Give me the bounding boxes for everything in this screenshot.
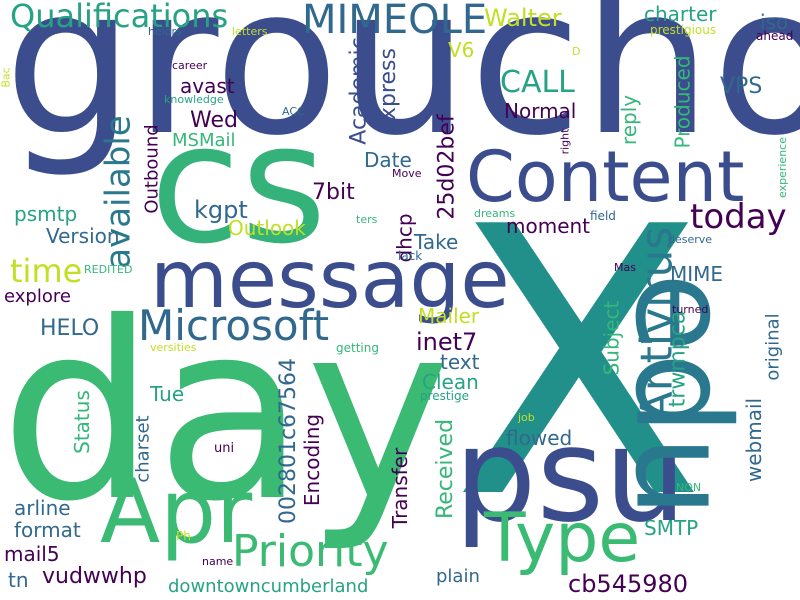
word-academic: Academic [346, 37, 372, 145]
word-format: format [14, 518, 81, 542]
word-tue: Tue [150, 382, 185, 406]
word-mime: MIME [670, 262, 724, 286]
word-career: career [172, 59, 208, 72]
word-charter: charter [644, 2, 717, 26]
word-day: day [0, 270, 451, 555]
word-acc: ACC [282, 105, 305, 118]
word-wed: Wed [190, 108, 238, 133]
word-mailer: Mailer [418, 304, 480, 328]
word-smtp: SMTP [644, 516, 699, 540]
word-explore: explore [4, 286, 71, 307]
word-x: X [452, 150, 706, 580]
word-outbound: Outbound [141, 124, 163, 214]
word-produced: Produced [670, 55, 695, 149]
word-received: Received [433, 418, 459, 520]
word-dreams: dreams [474, 207, 516, 220]
word-express: Express [375, 48, 401, 134]
word-tn: tn [8, 568, 29, 592]
word-content: Content [466, 136, 745, 218]
word-prestige: prestige [420, 389, 469, 403]
word-text: text [440, 350, 480, 374]
word-cs: cs [150, 88, 327, 280]
word-ahead: ahead [756, 29, 794, 43]
word-outlook: Outlook [228, 216, 306, 240]
word-time: time [10, 252, 83, 290]
word-walter: Walter [484, 4, 562, 32]
word-name: name [202, 555, 234, 568]
word-helo: HELO [40, 316, 100, 341]
word-type: Type [484, 499, 641, 578]
word-d: D [572, 45, 581, 58]
word-ph: Ph [176, 529, 191, 543]
word-cb545980: cb545980 [568, 570, 689, 598]
word-prestigious: prestigious [650, 23, 717, 37]
word-microsoft: Microsoft [138, 301, 330, 350]
word-ters: ters [356, 213, 378, 226]
word-webmail: webmail [742, 397, 767, 483]
word-avast: avast [180, 74, 235, 98]
word-7bit: 7bit [312, 180, 355, 205]
word-turned: turned [672, 303, 709, 316]
word-vps: VPS [720, 74, 763, 99]
word-kgpt: kgpt [194, 196, 248, 224]
word-groucho: groucho [4, 0, 800, 181]
word-versities: versities [150, 341, 197, 354]
word-iso: iso [760, 10, 789, 34]
word-uni: uni [214, 441, 235, 456]
word-trwmpca: trwmpca [665, 310, 691, 408]
word-normal: Normal [504, 99, 577, 123]
word-mas: Mas [614, 261, 636, 274]
word-arline: arline [14, 496, 71, 520]
word-status: Status [69, 390, 94, 454]
word-version: Version [46, 224, 120, 248]
word-job: job [518, 411, 535, 424]
word-transfer: Transfer [388, 447, 413, 529]
word-letters: letters [232, 25, 268, 38]
word-charset: charset [132, 415, 154, 483]
word-original: original [762, 313, 784, 381]
word-call: CALL [500, 65, 575, 100]
word-v6: V6 [448, 38, 475, 62]
word-qualifications: Qualifications [10, 0, 229, 35]
word-inet7: inet7 [416, 328, 478, 356]
word-encoding: Encoding [300, 413, 325, 507]
word-redited: REDITED [84, 263, 133, 276]
word-flowed: flowed [506, 426, 573, 450]
word-priority: Priority [232, 526, 389, 577]
word-downtowncumberland: downtowncumberland [168, 576, 369, 597]
word-date: Date [364, 148, 412, 172]
word-mimeole: MIMEOLE [302, 0, 488, 43]
word-plain: plain [436, 566, 480, 587]
word-bac: Bac [0, 67, 13, 88]
word-psu: psu [454, 399, 687, 551]
word-non: NON [676, 481, 702, 494]
word-25d02bef: 25d02bef [434, 114, 460, 220]
word-reply: reply [617, 94, 642, 146]
word-subject: Subject [599, 300, 624, 376]
word-clean: Clean [422, 370, 479, 394]
word-vudwwhp: vudwwhp [42, 564, 147, 589]
word-msmail: MSMail [172, 130, 236, 151]
word-deserve: deserve [668, 233, 713, 246]
word-lack: lack [398, 249, 423, 263]
word-today: today [690, 197, 787, 237]
word-getting: getting [336, 341, 379, 355]
word-knowledge: knowledge [164, 93, 224, 106]
word-moment: moment [506, 214, 591, 238]
word-right: right [558, 128, 572, 155]
word-psmtp: psmtp [14, 202, 78, 226]
word-apr: Apr [100, 460, 253, 563]
word-message: message [150, 233, 510, 326]
word-move: Move [392, 167, 422, 180]
word-helors: helors [148, 25, 182, 38]
word-002801c67564: 002801c67564 [276, 357, 302, 525]
word-mail5: mail5 [4, 542, 60, 566]
word-experience: experience [775, 137, 789, 198]
word-take: Take [414, 230, 459, 254]
word-field: field [590, 209, 616, 223]
